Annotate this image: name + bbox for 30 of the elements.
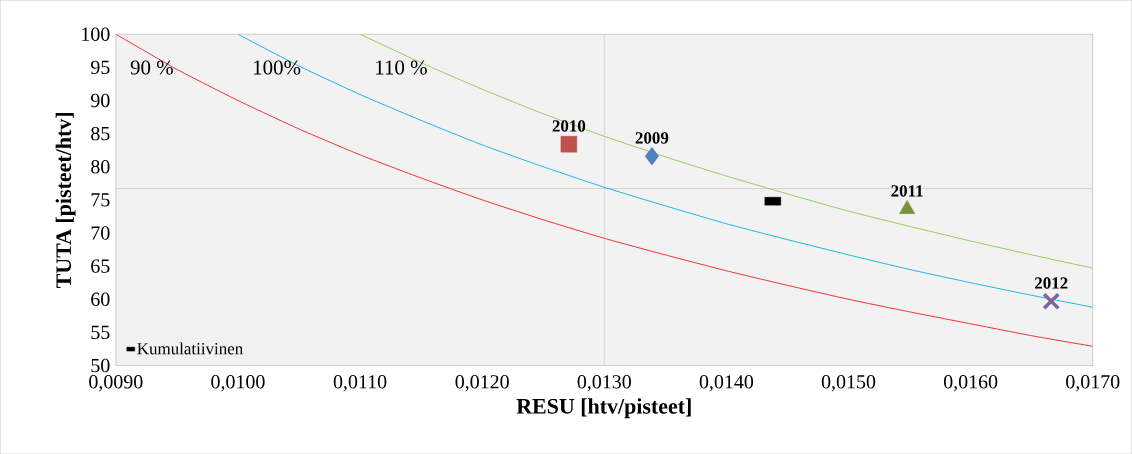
annotation: 2010 <box>552 120 586 132</box>
y-tick-label: 60 <box>91 292 110 306</box>
legend-label: Kumulatiivinen <box>137 342 243 355</box>
x-tick-label: 0,0120 <box>455 374 509 392</box>
series-label: 100% <box>254 60 301 75</box>
x-tick-label: 0,0170 <box>1066 374 1120 392</box>
annotation: 2011 <box>891 185 923 197</box>
series-label: 110 % <box>376 60 427 75</box>
x-tick-label: 0,0150 <box>821 374 876 392</box>
x-tick-label: 0,0140 <box>699 374 754 392</box>
y-tick-label: 75 <box>91 193 110 207</box>
x-axis-title: RESU [htv/pisteet] <box>516 398 691 418</box>
x-tick-label: 0,0090 <box>89 374 143 392</box>
y-tick-label: 55 <box>91 325 110 339</box>
x-tick-label: 0,0110 <box>333 374 387 392</box>
y-tick-label: 100 <box>82 27 110 41</box>
y-tick-label: 85 <box>91 126 110 141</box>
y-tick-label: 95 <box>91 60 110 74</box>
x-tick-label: 0,0130 <box>577 374 631 392</box>
y-axis-title: TUTA [pisteet/htv] <box>55 112 76 288</box>
y-tick-label: 70 <box>91 226 110 240</box>
x-tick-label: 0,0100 <box>211 374 265 392</box>
series-label: 90 % <box>130 60 173 75</box>
y-tick-label: 90 <box>91 93 110 108</box>
y-tick-label: 50 <box>91 358 110 373</box>
annotation: 2012 <box>1035 277 1068 289</box>
y-tick-label: 80 <box>91 159 110 174</box>
x-tick-label: 0,0160 <box>943 374 998 392</box>
y-tick-label: 65 <box>91 259 110 273</box>
annotation: 2009 <box>635 132 669 144</box>
